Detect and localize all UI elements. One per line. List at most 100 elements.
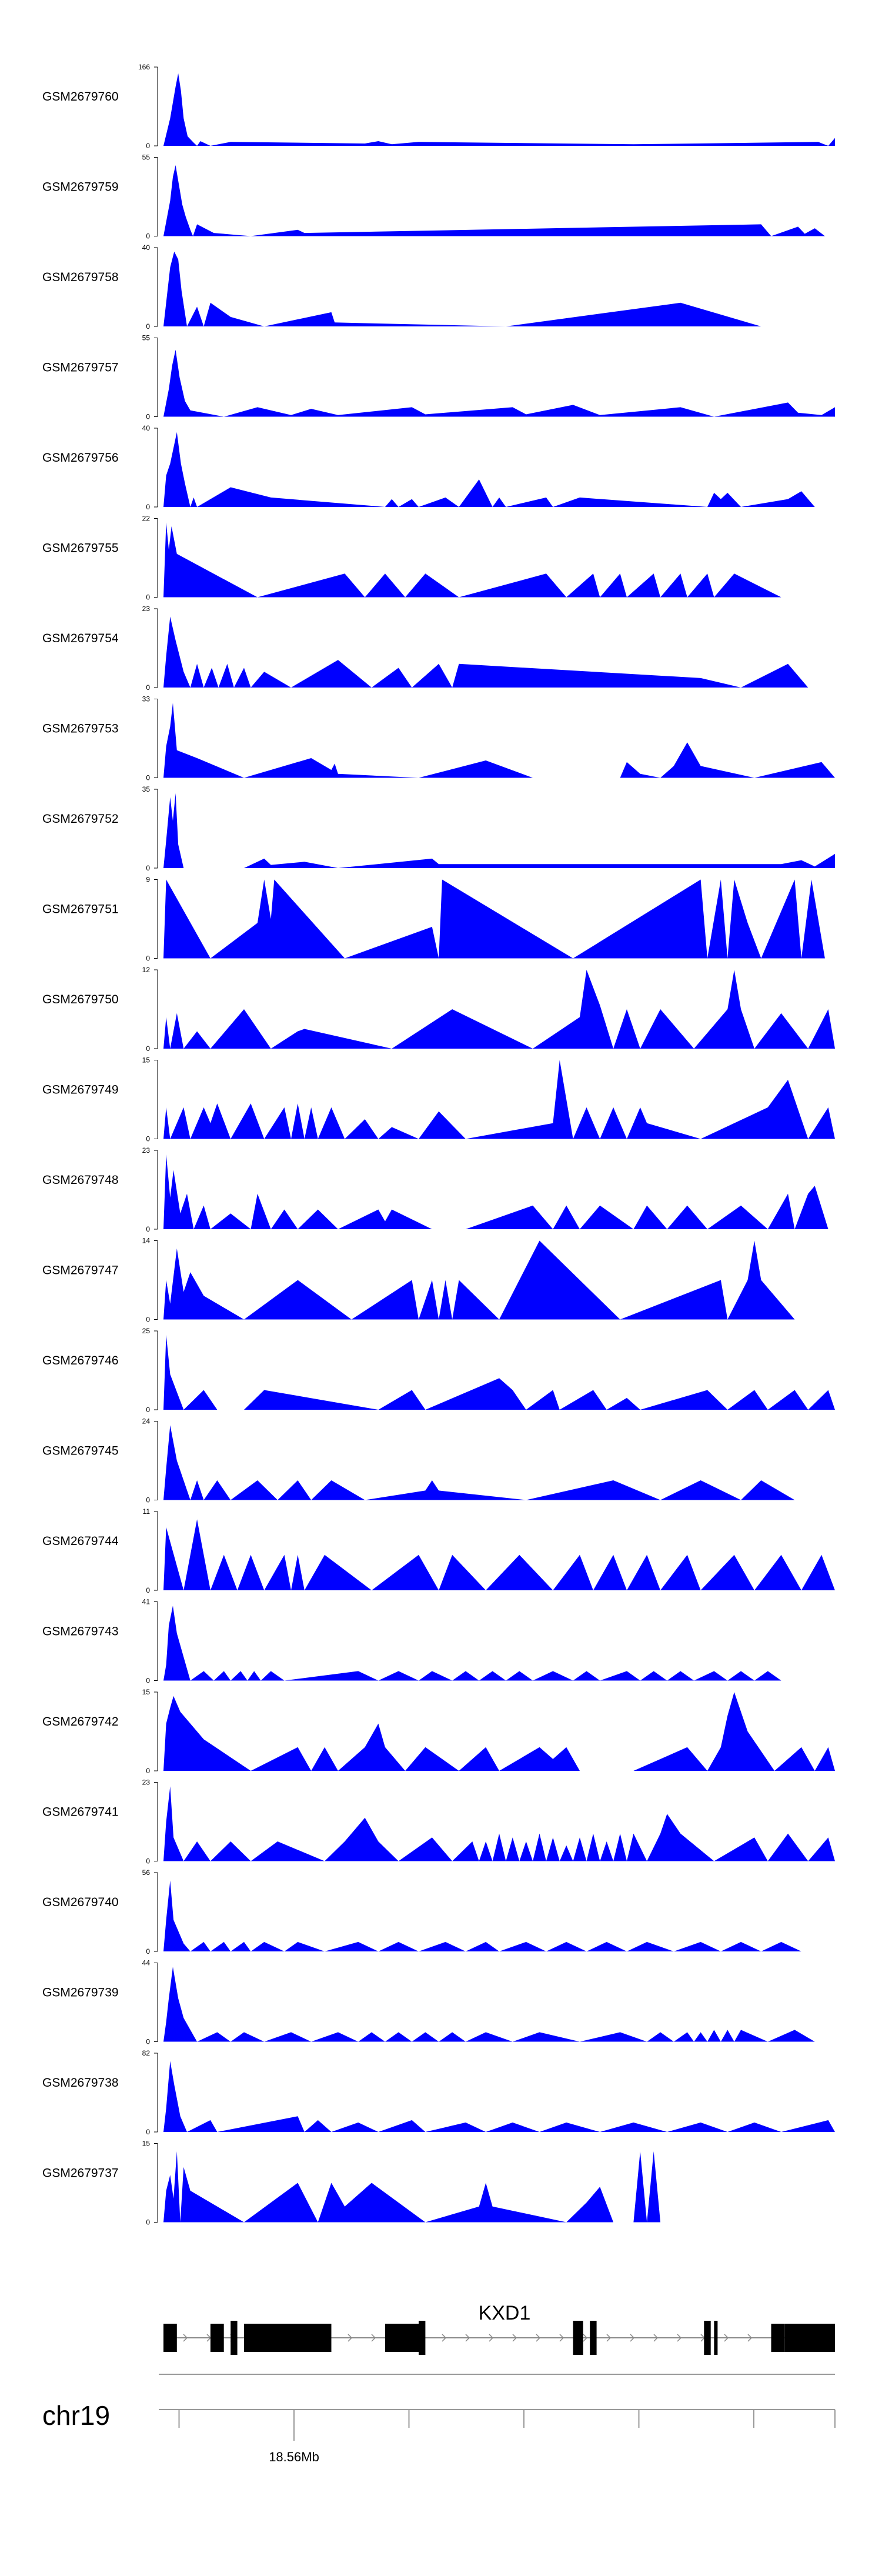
- track-label: GSM2679756: [42, 451, 119, 465]
- track-label: GSM2679760: [42, 90, 119, 104]
- track-ymin-label: 0: [146, 774, 150, 782]
- strand-arrow: [724, 2334, 729, 2342]
- strand-arrow: [747, 2334, 753, 2342]
- track-GSM2679746: GSM2679746 25 0: [42, 1327, 835, 1414]
- track-label: GSM2679738: [42, 2076, 119, 2090]
- track-GSM2679750: GSM2679750 12 0: [42, 966, 835, 1053]
- track-label: GSM2679747: [42, 1264, 119, 1277]
- track-GSM2679759: GSM2679759 55 0: [42, 154, 825, 241]
- coverage-area: [163, 1786, 835, 1861]
- exon-block: [771, 2324, 785, 2352]
- track-ymax-label: 24: [142, 1417, 151, 1426]
- track-ymax-label: 14: [142, 1237, 151, 1245]
- track-ymin-label: 0: [146, 1496, 150, 1504]
- track-ymax-label: 41: [142, 1598, 151, 1606]
- track-ymax-label: 9: [146, 876, 150, 884]
- track-ymax-label: 11: [143, 1507, 151, 1516]
- track-ymin-label: 0: [146, 232, 150, 241]
- exon-block: [244, 2324, 332, 2352]
- strand-arrow: [371, 2334, 376, 2342]
- track-ymax-label: 23: [142, 1146, 151, 1154]
- track-ymin-label: 0: [146, 1586, 150, 1594]
- track-label: GSM2679758: [42, 271, 119, 284]
- track-ymax-label: 55: [142, 154, 151, 162]
- track-ymax-label: 55: [142, 334, 151, 342]
- track-ymax-label: 15: [142, 1056, 151, 1065]
- track-label: GSM2679751: [42, 903, 119, 916]
- track-GSM2679757: GSM2679757 55 0: [42, 334, 835, 421]
- coverage-area: [163, 1606, 781, 1681]
- coverage-area: [163, 793, 835, 868]
- exon-block: [163, 2324, 177, 2352]
- coverage-area: [163, 879, 825, 959]
- track-ymin-label: 0: [146, 1135, 150, 1143]
- strand-arrow: [489, 2334, 494, 2342]
- track-ymax-label: 44: [142, 1959, 151, 1967]
- strand-arrow: [559, 2334, 564, 2342]
- track-ymin-label: 0: [146, 322, 150, 331]
- track-label: GSM2679753: [42, 722, 119, 736]
- coverage-area: [163, 1334, 835, 1410]
- coverage-area: [163, 432, 815, 507]
- coverage-tracks: GSM2679760 166 0 GSM2679759 55 0 GSM2679758 40 0…: [42, 63, 835, 2227]
- coverage-area: [163, 616, 808, 688]
- track-ymin-label: 0: [146, 955, 150, 963]
- strand-arrow: [536, 2334, 541, 2342]
- exon-block: [714, 2321, 718, 2355]
- strand-arrow: [442, 2334, 447, 2342]
- track-ymax-label: 15: [142, 1688, 151, 1696]
- coverage-area: [163, 1519, 835, 1590]
- track-GSM2679753: GSM2679753 33 0: [42, 695, 835, 782]
- strand-arrow: [465, 2334, 470, 2342]
- coverage-area: [163, 1967, 815, 2042]
- coverage-area: [163, 2061, 835, 2132]
- exon-block: [419, 2321, 426, 2355]
- coverage-area: [163, 349, 835, 417]
- track-label: GSM2679748: [42, 1173, 119, 1187]
- track-GSM2679748: GSM2679748 23 0: [42, 1146, 828, 1233]
- strand-arrow: [677, 2334, 682, 2342]
- track-GSM2679754: GSM2679754 23 0: [42, 605, 808, 692]
- track-GSM2679756: GSM2679756 40 0: [42, 424, 815, 511]
- coverage-area: [163, 1880, 801, 1951]
- track-label: GSM2679741: [42, 1806, 119, 1819]
- exon-block: [230, 2321, 238, 2355]
- track-ymin-label: 0: [146, 1225, 150, 1233]
- gene-label: KXD1: [479, 2302, 531, 2324]
- axis-tick-label: 18.56Mb: [269, 2450, 319, 2464]
- track-label: GSM2679742: [42, 1715, 119, 1729]
- track-GSM2679758: GSM2679758 40 0: [42, 243, 761, 331]
- exon-block: [210, 2324, 224, 2352]
- exon-block: [590, 2321, 597, 2355]
- track-ymin-label: 0: [146, 1406, 150, 1414]
- track-GSM2679749: GSM2679749 15 0: [42, 1056, 835, 1143]
- track-ymin-label: 0: [146, 2218, 150, 2227]
- track-ymax-label: 22: [142, 515, 151, 523]
- track-label: GSM2679757: [42, 361, 119, 375]
- track-label: GSM2679739: [42, 1986, 119, 2000]
- track-label: GSM2679759: [42, 181, 119, 194]
- coverage-area: [163, 1154, 828, 1229]
- track-ymax-label: 35: [142, 785, 151, 793]
- track-ymin-label: 0: [146, 1677, 150, 1685]
- track-ymax-label: 25: [142, 1327, 151, 1335]
- track-GSM2679739: GSM2679739 44 0: [42, 1959, 815, 2046]
- coverage-area: [163, 1425, 795, 1500]
- track-GSM2679742: GSM2679742 15 0: [42, 1688, 835, 1775]
- exon-block: [573, 2321, 583, 2355]
- strand-arrow: [348, 2334, 353, 2342]
- track-ymin-label: 0: [146, 1947, 150, 1956]
- track-label: GSM2679755: [42, 542, 119, 555]
- track-ymax-label: 40: [142, 243, 151, 252]
- track-ymin-label: 0: [146, 683, 150, 692]
- strand-arrow: [583, 2334, 588, 2342]
- track-GSM2679760: GSM2679760 166 0: [42, 63, 835, 150]
- track-ymax-label: 15: [142, 2140, 151, 2148]
- track-GSM2679747: GSM2679747 14 0: [42, 1237, 795, 1324]
- strand-arrow: [512, 2334, 517, 2342]
- track-ymin-label: 0: [146, 1045, 150, 1053]
- track-ymin-label: 0: [146, 142, 150, 150]
- track-ymax-label: 166: [138, 63, 150, 71]
- track-ymin-label: 0: [146, 1767, 150, 1775]
- coverage-area: [163, 970, 835, 1049]
